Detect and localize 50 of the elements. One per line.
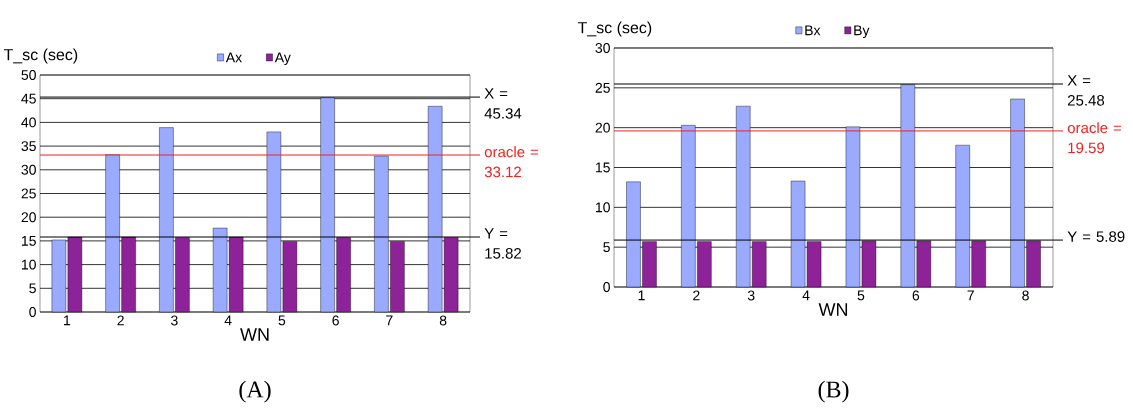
y-tick-label: 10 [21, 259, 36, 270]
ref-line-label: Y = 15.82 [484, 228, 521, 259]
legend-label: Ax [225, 52, 242, 63]
x-tick-label: 5 [857, 290, 865, 301]
y-tick-label: 35 [21, 141, 36, 152]
x-tick-label: 3 [747, 290, 755, 301]
ref-line-label: oracle = 33.12 [484, 146, 539, 178]
y-tick-label: 0 [603, 282, 610, 292]
x-tick-label: 6 [912, 290, 920, 301]
legend-label: Ay [274, 52, 291, 66]
y-tick-label: 40 [21, 117, 36, 128]
y-tick-label: 15 [595, 162, 610, 173]
y-tick-label: 25 [21, 188, 36, 199]
y-axis-title: T_sc (sec) [577, 21, 652, 37]
x-tick-label: 4 [802, 290, 810, 301]
legend-label: Bx [805, 25, 821, 36]
y-tick-label: 30 [595, 43, 610, 53]
x-tick-label: 7 [967, 290, 974, 301]
x-tick-label: 5 [278, 315, 286, 326]
ref-line-label: X = 45.34 [484, 88, 522, 119]
x-axis-title: WN [240, 328, 269, 341]
x-axis-title: WN [818, 303, 848, 316]
text: (A) [239, 380, 271, 403]
y-tick-label: 45 [21, 93, 36, 104]
x-tick-label: 6 [332, 315, 339, 326]
x-tick-label: 1 [638, 290, 645, 301]
x-tick-label: 8 [1022, 290, 1029, 301]
x-tick-label: 7 [386, 315, 393, 326]
y-tick-label: 5 [29, 283, 36, 294]
y-tick-label: 10 [595, 202, 610, 213]
x-tick-label: 1 [64, 315, 71, 326]
y-tick-label: 50 [21, 70, 36, 80]
y-tick-label: 15 [21, 236, 36, 246]
y-tick-label: 25 [595, 82, 610, 93]
y-tick-label: 30 [21, 164, 36, 175]
text: (B) [818, 380, 849, 403]
x-tick-label: 2 [693, 290, 700, 301]
y-tick-label: 20 [21, 212, 36, 223]
x-tick-label: 3 [171, 315, 178, 326]
y-axis-title: T_sc (sec) [3, 48, 78, 64]
legend-label: By [854, 25, 870, 39]
x-tick-label: 4 [224, 315, 232, 326]
x-tick-label: 2 [117, 315, 124, 326]
ref-line-label: Y = 5.89 [1067, 231, 1125, 242]
y-tick-label: 0 [29, 307, 36, 317]
y-tick-label: 5 [603, 242, 610, 253]
x-tick-label: 8 [439, 315, 447, 326]
ref-line-label: oracle = 19.59 [1067, 122, 1122, 154]
ref-line-label: X = 25.48 [1067, 75, 1105, 106]
y-tick-label: 20 [595, 122, 610, 133]
